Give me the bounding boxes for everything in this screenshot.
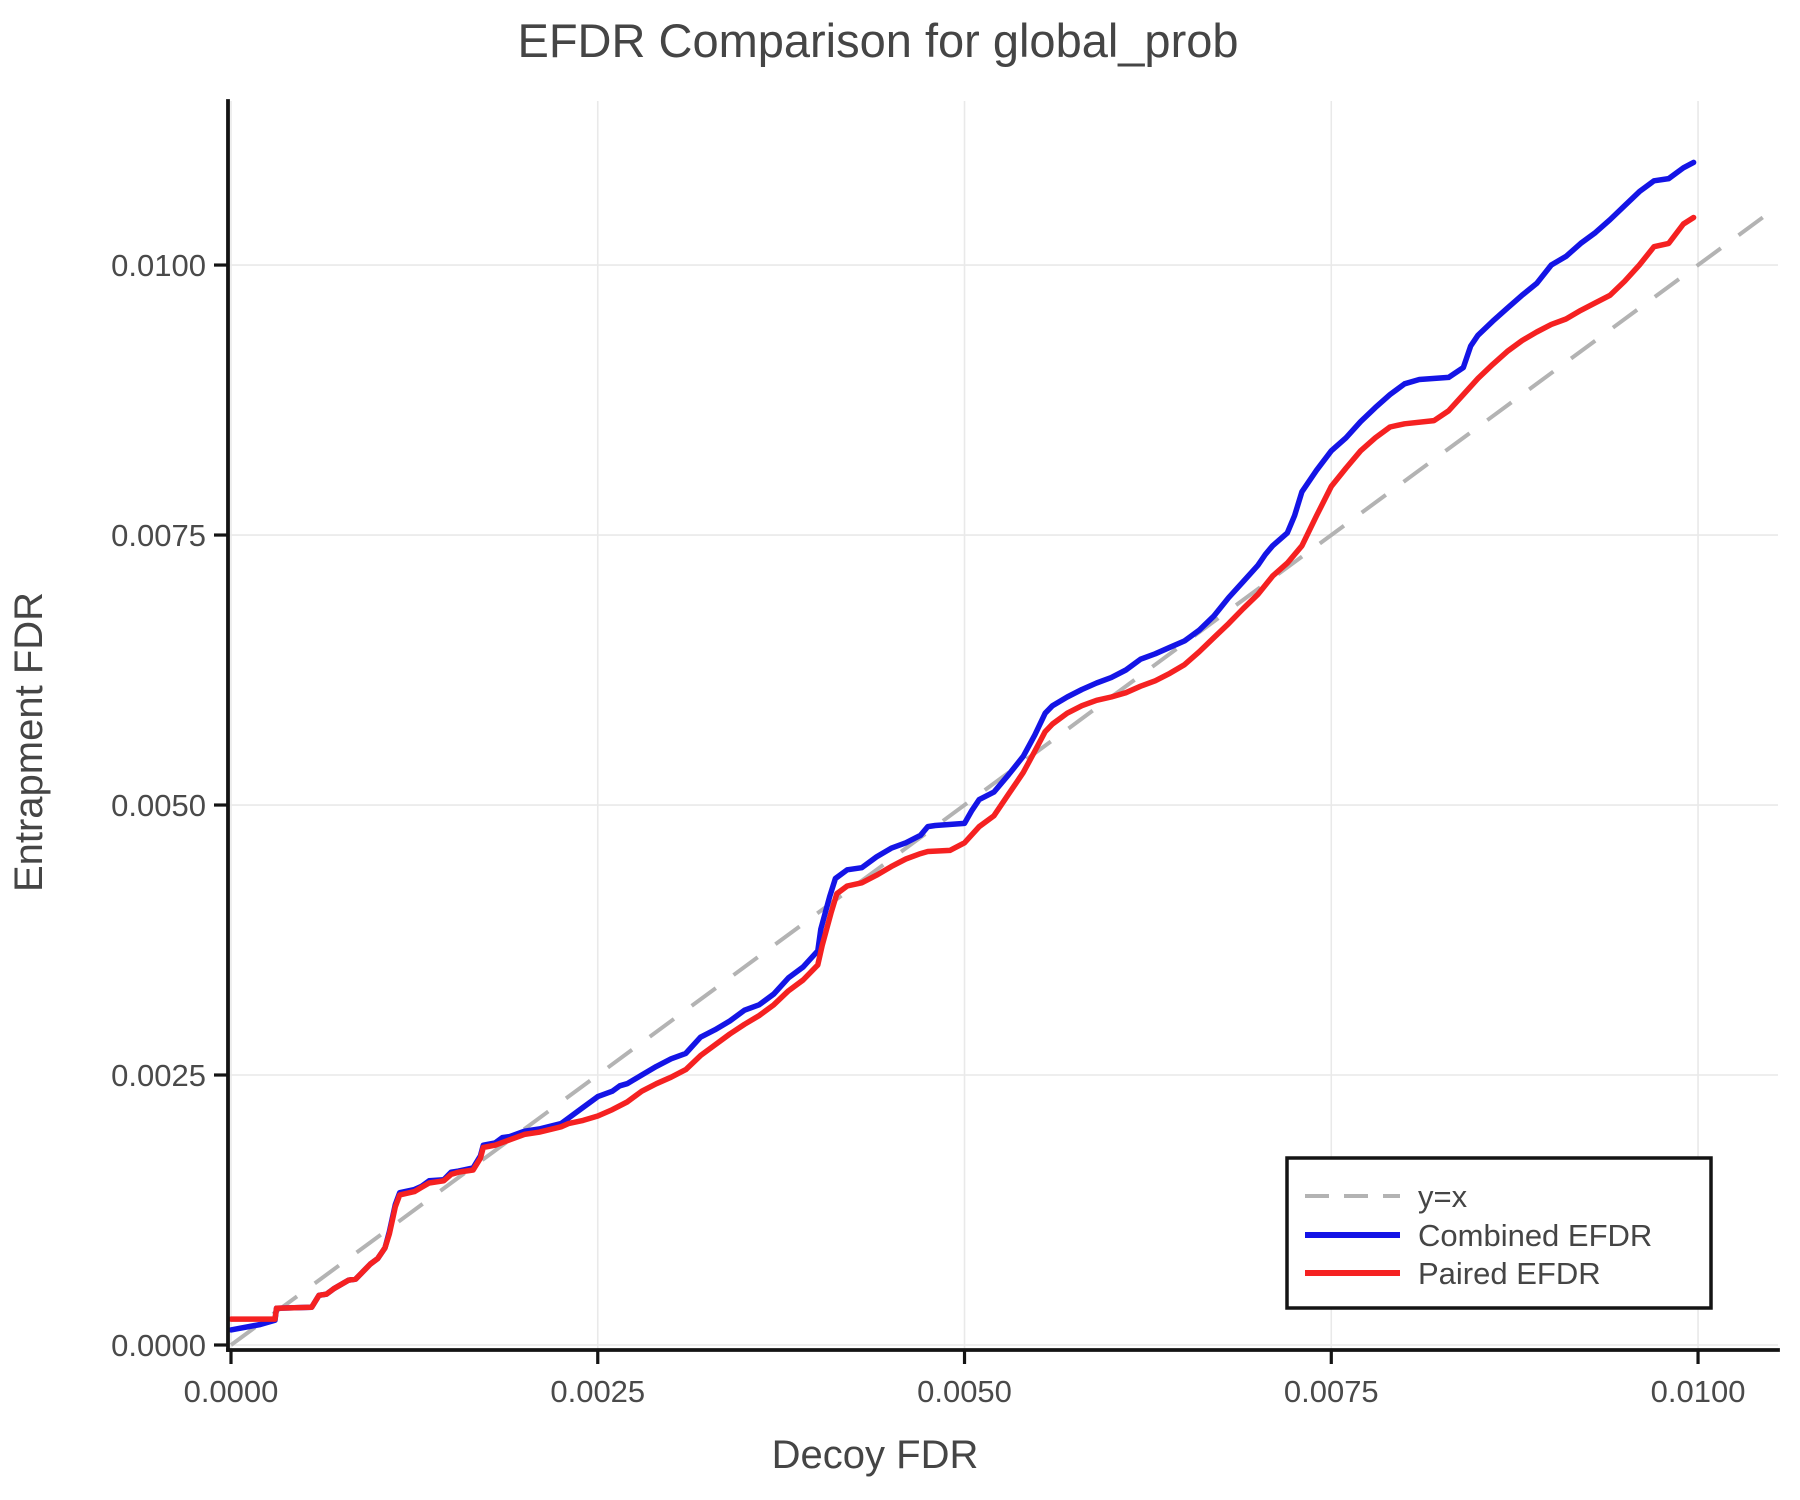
legend-item-paired: Paired EFDR: [1305, 1256, 1601, 1291]
axes: 0.0000 0.0025 0.0050 0.0075 0.0100 0.00000.0…: [111, 99, 1780, 1409]
x-tick-label: 0.0025: [550, 1374, 645, 1409]
legend-label-paired: Paired EFDR: [1418, 1256, 1601, 1291]
y-tick-label: 0.0075: [111, 518, 206, 553]
series-lines: [228, 159, 1697, 1333]
legend: y=x Combined EFDR Paired EFDR: [1285, 1156, 1713, 1310]
y-tick-label: 0.0100: [111, 248, 206, 283]
x-tick-label: 0.0000: [184, 1374, 279, 1409]
y-axis-label: Entrapment FDR: [7, 592, 51, 892]
chart-title: EFDR Comparison for global_prob: [518, 14, 1239, 67]
series-line-paired-efdr: [228, 214, 1697, 1322]
gridlines: [228, 101, 1778, 1350]
x-axis-ticks: 0.0000 0.0025 0.0050 0.0075 0.0100: [184, 1350, 1746, 1409]
y-tick-label: 0.0025: [111, 1058, 206, 1093]
x-tick-label: 0.0050: [917, 1374, 1012, 1409]
y-tick-label: 0.0050: [111, 788, 206, 823]
legend-label-combined: Combined EFDR: [1418, 1218, 1652, 1253]
y-tick-label: 0.0000: [111, 1328, 206, 1363]
legend-item-identity: y=x: [1305, 1179, 1468, 1214]
legend-label-identity: y=x: [1418, 1179, 1468, 1214]
series-line-combined-efdr: [228, 159, 1697, 1333]
y-axis-ticks: 0.0000 0.0025 0.0050 0.0075 0.0100: [111, 248, 228, 1363]
x-tick-label: 0.0100: [1651, 1374, 1746, 1409]
x-axis-label: Decoy FDR: [772, 1433, 979, 1477]
x-tick-label: 0.0075: [1284, 1374, 1379, 1409]
legend-item-combined: Combined EFDR: [1305, 1218, 1652, 1253]
